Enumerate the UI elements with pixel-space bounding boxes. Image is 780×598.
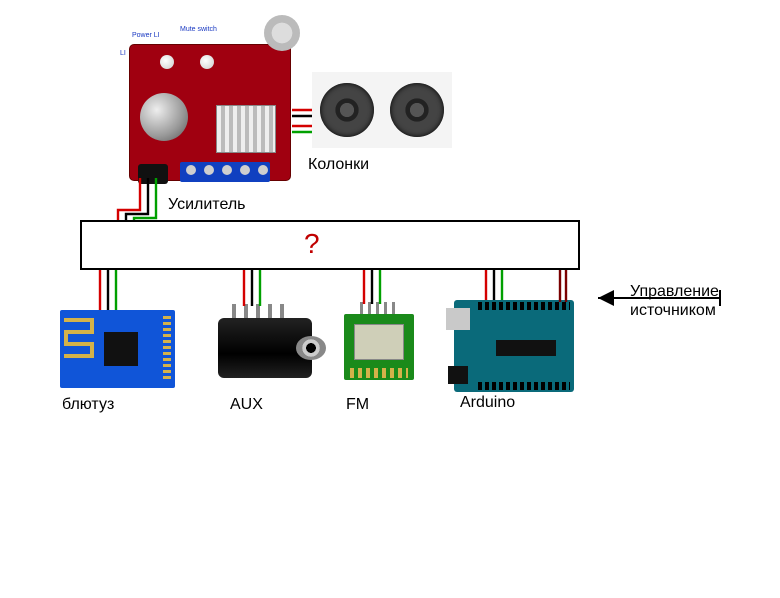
pin-header-icon (478, 302, 570, 310)
control-label-line2: источником (630, 302, 716, 319)
capacitor-icon (140, 93, 188, 141)
edge-pads-icon (350, 368, 408, 378)
pin-header-icon (163, 316, 171, 382)
pin-header-icon (232, 304, 292, 318)
chip-icon (104, 332, 138, 366)
control-label-line1: Управление (630, 283, 719, 300)
barrel-jack-icon (448, 366, 468, 384)
antenna-icon (64, 318, 94, 370)
arduino-board (454, 300, 574, 392)
speakers-label: Колонки (308, 156, 369, 174)
amp-silkscreen: Mute switch (180, 26, 217, 33)
screw-terminal-icon (180, 162, 270, 182)
aux-label: AUX (230, 396, 263, 414)
control-label: Управление источником (630, 282, 770, 320)
pin-header-icon (360, 302, 398, 314)
speakers (312, 72, 452, 148)
question-mark: ? (304, 228, 320, 260)
wire (134, 178, 156, 220)
speaker-icon (320, 83, 374, 137)
usb-port-icon (446, 308, 470, 330)
amplifier-board (130, 45, 290, 180)
fm-label: FM (346, 396, 369, 414)
pin-header-icon (478, 382, 570, 390)
heatsink-icon (216, 105, 276, 153)
switcher-box (80, 220, 580, 270)
arduino-label: Arduino (460, 394, 515, 412)
mcu-chip-icon (496, 340, 556, 356)
rf-shield-icon (354, 324, 404, 360)
fm-module (344, 314, 414, 380)
amp-silkscreen: LI (120, 50, 126, 57)
led-icon (200, 55, 214, 69)
wire (118, 178, 140, 220)
bluetooth-label: блютуз (62, 396, 114, 414)
bluetooth-module (60, 310, 175, 388)
wire (126, 178, 148, 220)
amplifier-label: Усилитель (168, 196, 246, 214)
speaker-icon (390, 83, 444, 137)
audio-jack-icon (138, 164, 168, 184)
diagram-stage: Mute switch Power LI LI ? (0, 0, 780, 598)
aux-jack (218, 318, 312, 378)
volume-knob-icon (264, 15, 300, 51)
led-icon (160, 55, 174, 69)
amp-silkscreen: Power LI (132, 32, 160, 39)
